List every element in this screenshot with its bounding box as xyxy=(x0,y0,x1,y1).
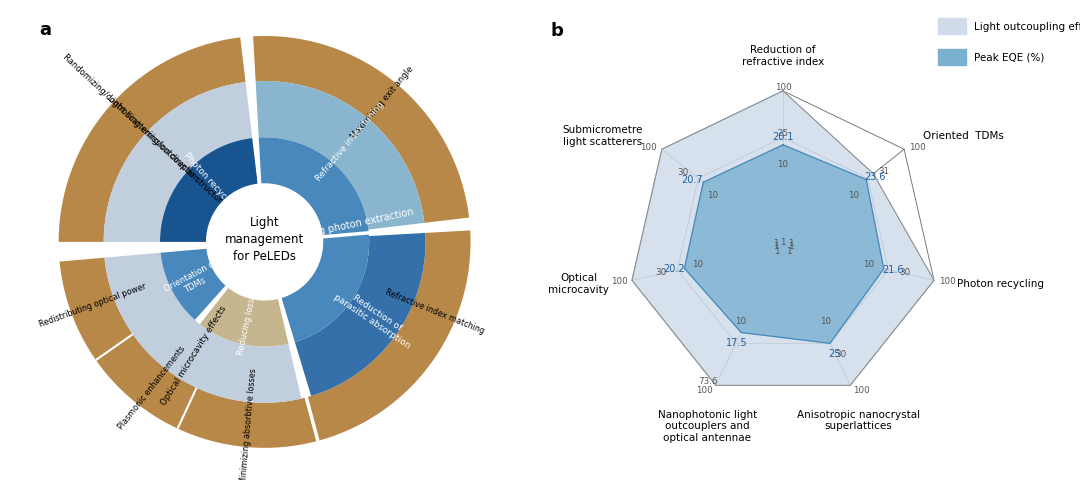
Text: 20.1: 20.1 xyxy=(772,131,794,141)
Text: 73.6: 73.6 xyxy=(698,376,717,385)
FancyBboxPatch shape xyxy=(937,19,966,35)
Polygon shape xyxy=(200,288,288,347)
Polygon shape xyxy=(253,37,469,223)
Text: Light outcoupling efficiency (%): Light outcoupling efficiency (%) xyxy=(973,22,1080,32)
Polygon shape xyxy=(259,138,369,342)
Text: 25: 25 xyxy=(778,129,788,138)
Text: 100: 100 xyxy=(610,276,627,285)
Text: 30: 30 xyxy=(656,267,666,276)
Circle shape xyxy=(206,185,323,300)
Text: 10: 10 xyxy=(848,191,860,200)
Text: 25: 25 xyxy=(828,348,841,358)
Polygon shape xyxy=(161,247,226,320)
Text: 100: 100 xyxy=(696,385,713,395)
Text: 10: 10 xyxy=(691,259,703,268)
Text: Orientation of
TDMs: Orientation of TDMs xyxy=(162,258,224,303)
Text: 10: 10 xyxy=(735,316,746,325)
Text: Photon recycling: Photon recycling xyxy=(957,278,1044,288)
FancyBboxPatch shape xyxy=(937,50,966,65)
Text: 1: 1 xyxy=(787,242,793,251)
Text: 23.6: 23.6 xyxy=(865,172,887,182)
Text: a: a xyxy=(39,21,52,39)
Text: Randomizing/controlling emission direction: Randomizing/controlling emission directi… xyxy=(60,52,200,183)
Text: b: b xyxy=(551,22,564,40)
Text: 30: 30 xyxy=(900,267,910,276)
Text: Photon recycling: Photon recycling xyxy=(181,151,239,213)
Text: Refractive index matching: Refractive index matching xyxy=(383,287,486,335)
Polygon shape xyxy=(160,139,258,242)
Polygon shape xyxy=(256,82,424,230)
Text: Light
management
for PeLEDs: Light management for PeLEDs xyxy=(225,216,305,263)
Text: 100: 100 xyxy=(640,142,658,151)
Text: 31: 31 xyxy=(878,167,889,176)
Text: 20.2: 20.2 xyxy=(663,264,685,274)
Text: 1: 1 xyxy=(773,242,779,251)
Text: 17.5: 17.5 xyxy=(726,337,747,347)
Text: 30: 30 xyxy=(677,168,689,177)
Text: 10: 10 xyxy=(778,160,788,169)
Text: 100: 100 xyxy=(853,385,870,395)
Text: 100: 100 xyxy=(908,142,926,151)
Text: 1: 1 xyxy=(774,246,780,255)
Text: Reducing losses: Reducing losses xyxy=(237,288,259,356)
Text: Submicrometre
light scatterers: Submicrometre light scatterers xyxy=(563,125,643,147)
Text: 10: 10 xyxy=(820,316,831,325)
Text: Light scattering/outcoupler structures: Light scattering/outcoupler structures xyxy=(105,93,230,211)
Text: Anisotropic nanocrystal
superlattices: Anisotropic nanocrystal superlattices xyxy=(797,409,920,431)
Text: Optical
microcavity: Optical microcavity xyxy=(549,273,609,294)
Polygon shape xyxy=(104,83,253,242)
Text: 1: 1 xyxy=(786,246,792,255)
Text: Reduction of
parasitic absorption: Reduction of parasitic absorption xyxy=(332,283,418,349)
Polygon shape xyxy=(632,92,934,385)
Text: Peak EQE (%): Peak EQE (%) xyxy=(973,53,1044,63)
Text: 1: 1 xyxy=(787,239,793,248)
Polygon shape xyxy=(105,252,301,403)
Text: 100: 100 xyxy=(939,276,956,285)
Polygon shape xyxy=(295,233,426,396)
Text: 10: 10 xyxy=(706,191,718,200)
Text: 1: 1 xyxy=(780,237,786,246)
Text: 20.7: 20.7 xyxy=(681,175,703,185)
Polygon shape xyxy=(685,145,883,344)
Polygon shape xyxy=(58,38,245,242)
Polygon shape xyxy=(59,231,471,448)
Text: Reduction of
refractive index: Reduction of refractive index xyxy=(742,46,824,67)
Text: Redistributing optical power: Redistributing optical power xyxy=(38,281,147,328)
Text: Maximizing exit angle: Maximizing exit angle xyxy=(350,64,416,140)
Text: 100: 100 xyxy=(774,83,792,92)
Text: Nanophotonic light
outcouplers and
optical antennae: Nanophotonic light outcouplers and optic… xyxy=(658,409,757,442)
Text: 30: 30 xyxy=(836,349,847,358)
Text: Oriented  TDMs: Oriented TDMs xyxy=(923,131,1004,141)
Text: 21.6: 21.6 xyxy=(882,264,904,274)
Text: Optical microcavity effects: Optical microcavity effects xyxy=(160,303,229,406)
Text: Plasmonic enhancements: Plasmonic enhancements xyxy=(117,343,187,430)
Text: 10: 10 xyxy=(863,259,875,268)
Text: Minimizing absorbtive losses: Minimizing absorbtive losses xyxy=(239,367,258,480)
Text: Enhancing photon extraction: Enhancing photon extraction xyxy=(273,206,415,245)
Text: 1: 1 xyxy=(773,239,779,248)
Text: Refractive index tuning: Refractive index tuning xyxy=(314,99,386,182)
